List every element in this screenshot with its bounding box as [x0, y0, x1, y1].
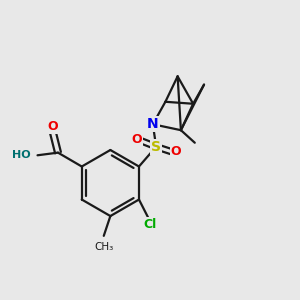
Text: N: N	[147, 117, 159, 131]
Text: O: O	[48, 120, 58, 134]
Text: S: S	[151, 140, 161, 154]
Text: CH₃: CH₃	[94, 242, 113, 252]
Text: O: O	[171, 145, 181, 158]
Text: Cl: Cl	[143, 218, 157, 232]
Text: O: O	[131, 133, 142, 146]
Text: HO: HO	[12, 150, 30, 160]
